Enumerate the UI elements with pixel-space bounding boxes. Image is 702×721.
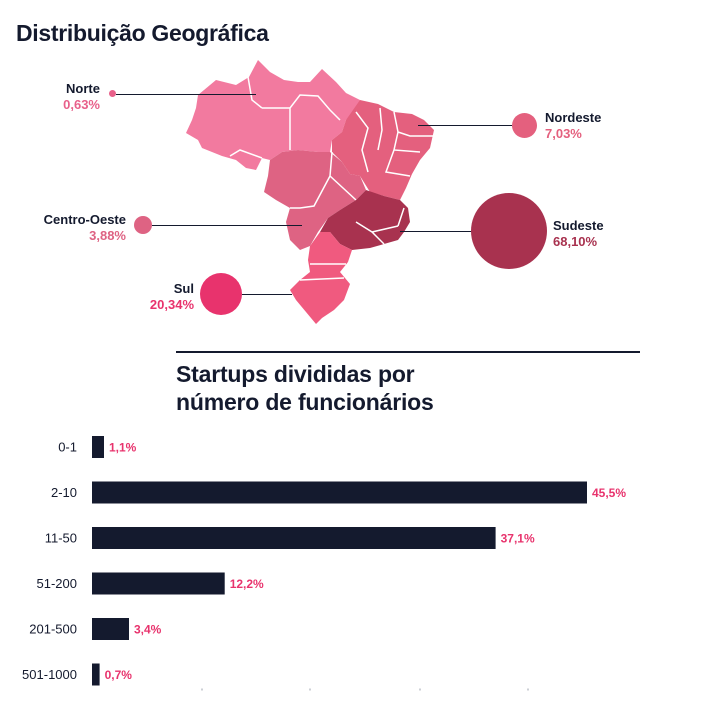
map-norte-borders: [229, 76, 341, 159]
category-label: 0-1: [58, 440, 77, 455]
leader-line-norte: [116, 94, 256, 95]
value-label: 12,2%: [230, 577, 264, 591]
map-region-norte: [186, 60, 360, 170]
bar-chart: 0-1 1,1% 2-10 45,5% 11-50 37,1% 51-200 12,2% 201…: [22, 436, 626, 691]
map-sudeste-borders: [355, 207, 405, 245]
bubble-sul: [200, 273, 242, 315]
map-region-sudeste: [320, 190, 410, 250]
chart-divider: [176, 351, 640, 353]
map-title: Distribuição Geográfica: [16, 20, 269, 46]
bubble-centro-oeste: [134, 216, 152, 234]
bubble-nordeste: [512, 113, 537, 138]
leader-line-sudeste: [400, 231, 472, 232]
region-label-sul: Sul 20,34%: [150, 281, 194, 313]
region-label-nordeste: Nordeste 7,03%: [545, 110, 601, 142]
brazil-map: [186, 60, 434, 324]
region-label-centro-oeste: Centro-Oeste 3,88%: [44, 212, 126, 244]
region-name: Sul: [173, 281, 194, 296]
region-percent: 68,10%: [553, 234, 598, 249]
region-label-sudeste: Sudeste 68,10%: [553, 218, 604, 250]
category-label: 501-1000: [22, 667, 77, 682]
leader-line-sul: [242, 294, 292, 295]
value-label: 1,1%: [109, 441, 137, 455]
region-percent: 7,03%: [545, 126, 582, 141]
bar: [92, 618, 129, 640]
region-percent: 3,88%: [89, 228, 126, 243]
category-label: 2-10: [51, 485, 77, 500]
region-percent: 20,34%: [149, 297, 194, 312]
region-name: Sudeste: [553, 218, 604, 233]
bar: [92, 527, 496, 549]
bar: [92, 572, 225, 595]
map-sul-borders: [299, 263, 346, 281]
map-region-sul: [290, 232, 352, 324]
category-label: 51-200: [37, 576, 77, 591]
map-nordeste-borders: [355, 107, 434, 177]
bubble-sudeste: [471, 193, 547, 269]
bar: [92, 436, 104, 458]
chart-title: Startups divididas por número de funcion…: [176, 360, 434, 416]
chart-title-line-2: número de funcionários: [176, 389, 434, 415]
region-percent: 0,63%: [63, 97, 100, 112]
leader-line-centro-oeste: [152, 225, 302, 226]
value-label: 0,7%: [105, 668, 133, 682]
value-label: 37,1%: [501, 532, 535, 546]
category-label: 11-50: [45, 531, 77, 546]
value-label: 3,4%: [134, 623, 162, 637]
leader-line-nordeste: [418, 125, 512, 126]
value-label: 45,5%: [592, 486, 626, 500]
region-label-norte: Norte 0,63%: [63, 81, 100, 113]
bar: [92, 481, 587, 504]
bubble-norte: [109, 90, 116, 97]
bar: [92, 663, 100, 686]
region-name: Norte: [66, 81, 100, 96]
chart-title-line-1: Startups divididas por: [176, 361, 415, 387]
category-label: 201-500: [29, 622, 77, 637]
map-centro-oeste-borders: [290, 151, 357, 209]
region-name: Centro-Oeste: [43, 212, 126, 227]
region-name: Nordeste: [545, 110, 602, 125]
